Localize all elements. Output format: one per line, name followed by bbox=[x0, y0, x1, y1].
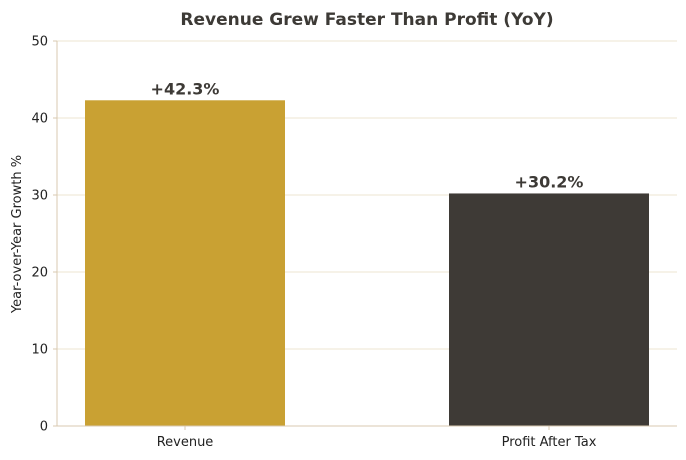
bar-revenue bbox=[85, 100, 285, 426]
x-tick-label: Revenue bbox=[157, 435, 214, 450]
data-label: +30.2% bbox=[515, 172, 584, 191]
bars bbox=[85, 100, 649, 426]
data-labels: +42.3% +30.2% bbox=[151, 79, 584, 191]
bar-profit-after-tax bbox=[449, 193, 649, 426]
x-axis-ticks: Revenue Profit After Tax bbox=[157, 426, 597, 450]
y-tick-label: 50 bbox=[31, 35, 48, 50]
y-tick-label: 40 bbox=[31, 112, 48, 127]
y-axis-ticks: 0 10 20 30 40 50 bbox=[31, 35, 57, 435]
y-tick-label: 0 bbox=[40, 420, 48, 435]
data-label: +42.3% bbox=[151, 79, 220, 98]
x-tick-label: Profit After Tax bbox=[502, 435, 597, 450]
y-tick-label: 30 bbox=[31, 189, 48, 204]
y-tick-label: 10 bbox=[31, 343, 48, 358]
y-tick-label: 20 bbox=[31, 266, 48, 281]
chart-title: Revenue Grew Faster Than Profit (YoY) bbox=[180, 10, 553, 30]
y-axis-label: Year-over-Year Growth % bbox=[10, 155, 25, 314]
